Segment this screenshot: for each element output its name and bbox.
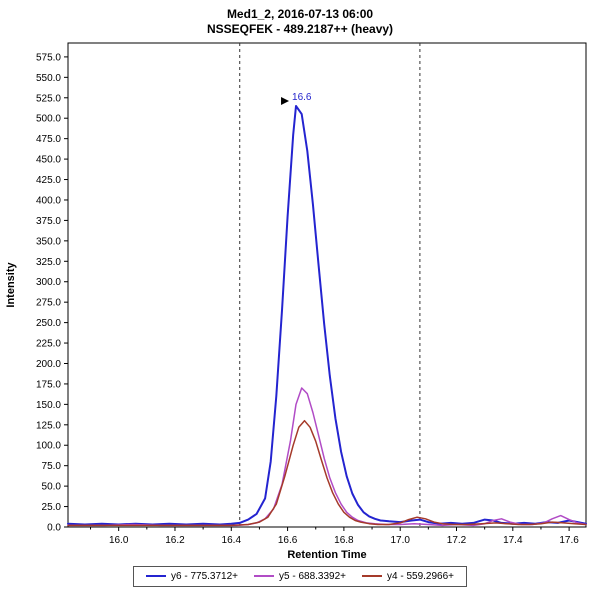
peak-annotation-arrow-icon	[281, 96, 290, 105]
y-tick-label: 350.0	[36, 236, 61, 247]
x-tick-label: 16.2	[165, 535, 185, 546]
legend-line-swatch	[146, 575, 166, 577]
y-tick-label: 75.0	[42, 461, 62, 472]
legend-line-swatch	[254, 575, 274, 577]
y-tick-label: 525.0	[36, 93, 61, 104]
x-tick-label: 16.4	[222, 535, 242, 546]
y-tick-label: 500.0	[36, 114, 61, 125]
y-tick-label: 275.0	[36, 298, 61, 309]
y-tick-label: 400.0	[36, 195, 61, 206]
legend-line-swatch	[362, 575, 382, 577]
y-tick-label: 325.0	[36, 257, 61, 268]
y-tick-label: 475.0	[36, 134, 61, 145]
y-tick-label: 425.0	[36, 175, 61, 186]
y-tick-label: 125.0	[36, 420, 61, 431]
legend-item-y4: y4 - 559.2966+	[362, 571, 454, 582]
peak-annotation-label: 16.6	[292, 92, 312, 103]
y-tick-label: 175.0	[36, 379, 61, 390]
x-axis-title: Retention Time	[287, 549, 366, 561]
series-line-y4	[67, 419, 587, 527]
x-tick-label: 16.0	[109, 535, 129, 546]
legend: y6 - 775.3712+ y5 - 688.3392+ y4 - 559.296…	[133, 565, 467, 587]
x-axis: 16.0 16.2 16.4 16.6 16.8 17.0 17.2 17.4 17.6	[90, 527, 579, 546]
plot-border	[67, 42, 587, 528]
legend-label: y5 - 688.3392+	[279, 570, 346, 582]
x-tick-label: 17.4	[503, 535, 523, 546]
y-tick-label: 25.0	[42, 502, 62, 513]
y-tick-label: 575.0	[36, 52, 61, 63]
x-tick-label: 17.6	[559, 535, 579, 546]
y-tick-label: 0.0	[47, 523, 61, 534]
y-tick-label: 300.0	[36, 277, 61, 288]
y-axis-title: Intensity	[5, 262, 17, 308]
peak-annotation: 16.6	[281, 92, 312, 105]
y-tick-label: 50.0	[42, 482, 62, 493]
y-tick-label: 450.0	[36, 155, 61, 166]
y-axis: 0.0 25.0 50.0 75.0 100.0 125.0 150.0 175.0 200.0…	[36, 52, 68, 534]
y-tick-label: 100.0	[36, 441, 61, 452]
y-tick-label: 225.0	[36, 339, 61, 350]
y-tick-label: 200.0	[36, 359, 61, 370]
chart-title: Med1_2, 2016-07-13 06:00	[226, 7, 374, 21]
y-tick-label: 250.0	[36, 318, 61, 329]
legend-wrap: y6 - 775.3712+ y5 - 688.3392+ y4 - 559.296…	[0, 564, 600, 587]
y-tick-label: 375.0	[36, 216, 61, 227]
x-tick-label: 17.2	[447, 535, 467, 546]
legend-label: y6 - 775.3712+	[171, 570, 238, 582]
legend-item-y5: y5 - 688.3392+	[254, 571, 346, 582]
x-tick-label: 16.6	[278, 535, 298, 546]
x-tick-label: 16.8	[334, 535, 354, 546]
y-tick-label: 550.0	[36, 73, 61, 84]
chart-subtitle: NSSEQFEK - 489.2187++ (heavy)	[206, 22, 394, 36]
y-tick-label: 150.0	[36, 400, 61, 411]
legend-label: y4 - 559.2966+	[387, 570, 454, 582]
chromatogram-plot[interactable]: 0.0 25.0 50.0 75.0 100.0 125.0 150.0 175.0 200.0…	[0, 37, 600, 561]
x-tick-label: 17.0	[390, 535, 410, 546]
legend-item-y6: y6 - 775.3712+	[146, 571, 238, 582]
chart-header: Med1_2, 2016-07-13 06:00 NSSEQFEK - 489.…	[0, 0, 600, 37]
